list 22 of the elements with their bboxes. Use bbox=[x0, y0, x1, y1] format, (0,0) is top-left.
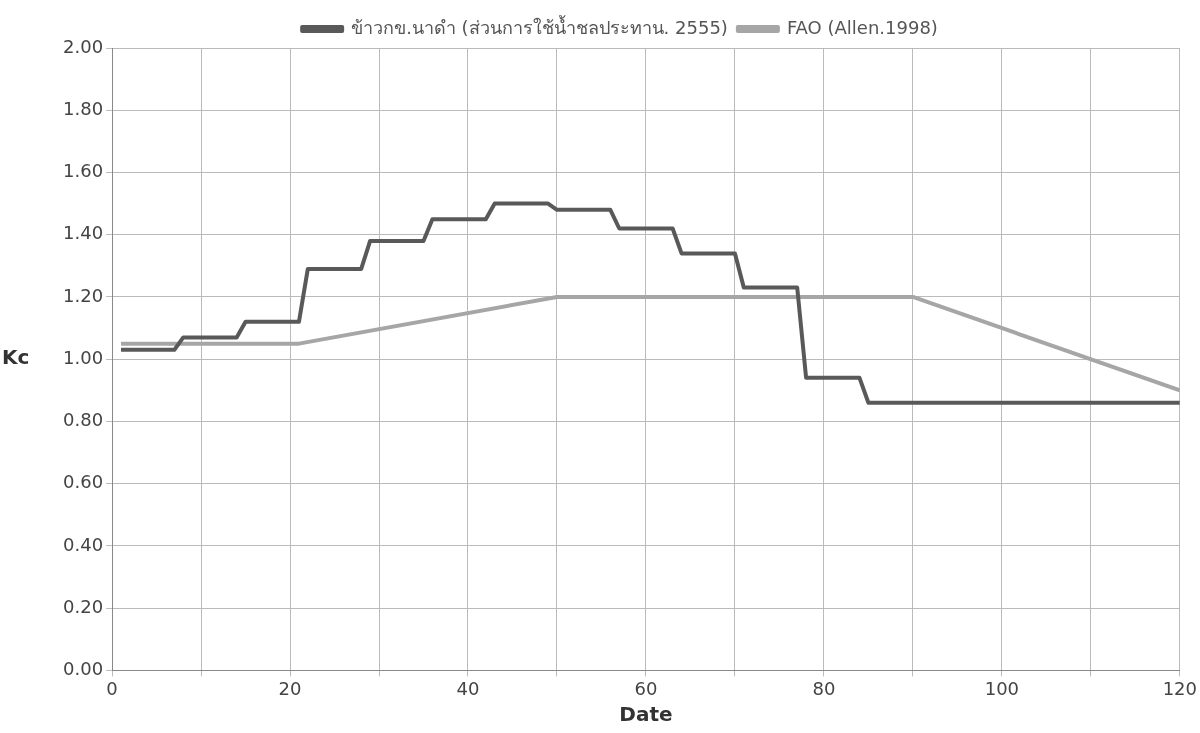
y-tick-label: 0.00 bbox=[63, 658, 104, 680]
y-axis-title: Kc bbox=[2, 345, 30, 370]
y-tick-label: 1.80 bbox=[63, 97, 104, 119]
legend-label: FAO (Allen.1998) bbox=[786, 16, 938, 38]
y-tick-label: 1.40 bbox=[63, 222, 104, 244]
x-axis-title: Date bbox=[619, 702, 673, 727]
y-tick-label: 1.20 bbox=[63, 284, 104, 306]
y-tick-label: 1.00 bbox=[63, 346, 104, 368]
x-tick-label: 120 bbox=[1162, 677, 1197, 699]
legend-label: ข้าวกข.นาดำ (ส่วนการใช้น้ำชลประทาน. 2555) bbox=[351, 14, 728, 38]
x-tick-label: 100 bbox=[984, 677, 1020, 699]
y-tick-label: 0.40 bbox=[63, 533, 104, 555]
y-tick-label: 0.80 bbox=[63, 409, 104, 431]
x-tick-label: 0 bbox=[106, 677, 118, 699]
y-tick-label: 2.00 bbox=[63, 35, 104, 57]
y-tick-label: 0.60 bbox=[63, 471, 104, 493]
x-tick-label: 40 bbox=[456, 677, 480, 699]
x-tick-label: 60 bbox=[634, 677, 658, 699]
x-tick-label: 80 bbox=[812, 677, 836, 699]
x-tick-label: 20 bbox=[278, 677, 302, 699]
y-tick-label: 1.60 bbox=[63, 160, 104, 182]
y-tick-label: 0.20 bbox=[63, 595, 104, 617]
